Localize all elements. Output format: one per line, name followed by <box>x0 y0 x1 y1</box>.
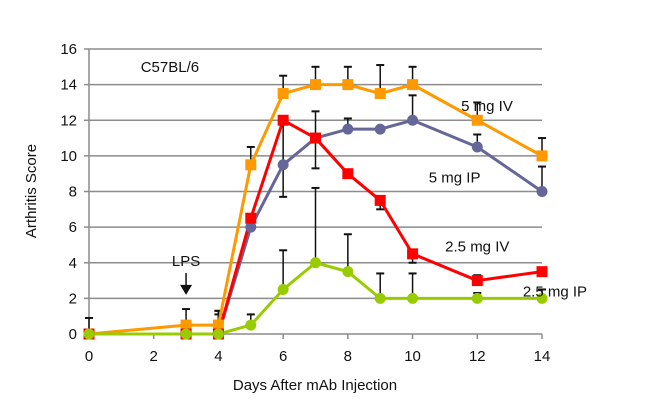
marker-5-mg-iv <box>180 319 192 331</box>
x-tick-label: 8 <box>344 348 352 365</box>
marker-5-mg-iv <box>407 79 419 91</box>
marker-2-5-mg-ip <box>407 292 419 304</box>
x-axis-label: Days After mAb Injection <box>233 377 397 394</box>
marker-2-5-mg-ip <box>536 292 548 304</box>
marker-2-5-mg-iv <box>407 248 419 260</box>
marker-2-5-mg-ip <box>180 328 192 340</box>
lps-label: LPS <box>172 253 200 270</box>
marker-5-mg-iv <box>342 79 354 91</box>
x-tick-labels: 0 2 4 6 8 10 12 14 <box>85 348 551 365</box>
marker-2-5-mg-iv <box>471 275 483 287</box>
marker-5-mg-iv <box>245 159 257 171</box>
marker-5-mg-iv <box>212 319 224 331</box>
lps-arrow-head-icon <box>180 284 193 295</box>
x-tick-label: 0 <box>85 348 93 365</box>
marker-5-mg-ip <box>407 114 419 126</box>
marker-5-mg-iv <box>536 150 548 162</box>
marker-5-mg-ip <box>245 221 257 233</box>
y-axis-label: Arthritis Score <box>23 144 40 238</box>
y-tick-label: 4 <box>69 255 77 272</box>
marker-2-5-mg-iv <box>342 168 354 180</box>
x-tick-label: 12 <box>469 348 486 365</box>
y-tick-labels: 0 2 4 6 8 10 12 14 16 <box>60 41 77 343</box>
y-tick-label: 0 <box>69 326 77 343</box>
marker-2-5-mg-ip <box>471 292 483 304</box>
marker-5-mg-ip <box>536 186 548 197</box>
y-tick-label: 14 <box>60 77 77 94</box>
series-label: 5 mg IV <box>461 98 513 115</box>
marker-2-5-mg-iv <box>245 212 257 224</box>
marker-2-5-mg-iv <box>536 266 548 278</box>
marker-2-5-mg-ip <box>374 292 386 304</box>
marker-5-mg-ip <box>471 141 483 153</box>
y-tick-label: 8 <box>69 184 77 201</box>
marker-2-5-mg-ip <box>83 328 95 340</box>
marker-5-mg-ip <box>277 159 289 171</box>
series-label: 2.5 mg IP <box>523 283 587 300</box>
x-tick-label: 6 <box>279 348 287 365</box>
x-tick-label: 14 <box>534 348 551 365</box>
marker-5-mg-iv <box>374 88 386 100</box>
series-label: 2.5 mg IV <box>445 239 509 256</box>
axes <box>84 48 543 339</box>
marker-2-5-mg-ip <box>212 328 224 340</box>
x-tick-label: 10 <box>404 348 421 365</box>
marker-5-mg-ip <box>374 123 386 135</box>
series-label: 5 mg IP <box>429 169 481 186</box>
marker-5-mg-iv <box>310 79 321 91</box>
y-tick-label: 10 <box>60 148 77 165</box>
x-tick-label: 2 <box>150 348 158 365</box>
x-tick-label: 4 <box>214 348 222 365</box>
marker-2-5-mg-ip <box>342 266 354 278</box>
marker-5-mg-iv <box>471 114 483 126</box>
y-tick-label: 16 <box>60 41 77 58</box>
marker-5-mg-ip <box>342 123 354 135</box>
y-tick-label: 12 <box>60 112 77 129</box>
marker-2-5-mg-iv <box>277 114 289 126</box>
marker-2-5-mg-iv <box>374 194 386 206</box>
marker-5-mg-iv <box>277 88 289 100</box>
marker-2-5-mg-ip <box>310 257 321 269</box>
annotations: C57BL/6 LPS 5 mg IV 5 mg IP 2.5 mg IV 2.5 mg … <box>141 59 587 300</box>
marker-2-5-mg-ip <box>245 319 257 331</box>
y-tick-label: 2 <box>69 290 77 307</box>
marker-2-5-mg-iv <box>310 132 321 144</box>
marker-2-5-mg-ip <box>277 283 289 295</box>
y-tick-label: 6 <box>69 219 77 236</box>
series-markers <box>83 79 548 340</box>
strain-label: C57BL/6 <box>141 59 199 76</box>
